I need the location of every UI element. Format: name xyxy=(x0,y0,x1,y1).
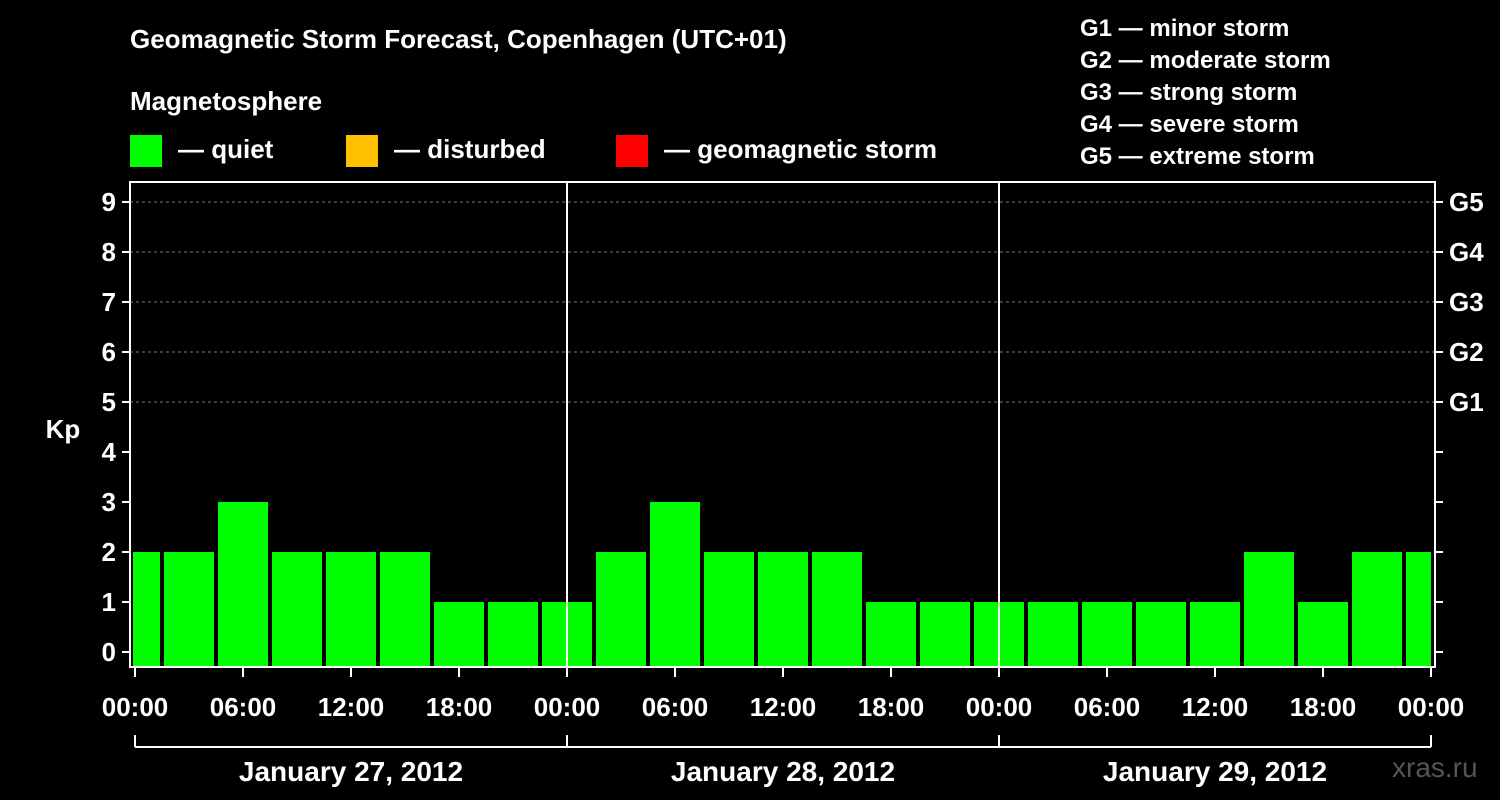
x-tick-label: 18:00 xyxy=(1290,692,1357,722)
bar xyxy=(1028,602,1078,667)
watermark: xras.ru xyxy=(1392,752,1478,783)
gridlines xyxy=(130,201,1435,403)
bar xyxy=(133,552,160,667)
g-scale-g5: G5 — extreme storm xyxy=(1080,143,1315,170)
bar xyxy=(1190,602,1240,667)
g-scale-g4: G4 — severe storm xyxy=(1080,111,1299,138)
legend-swatch-quiet xyxy=(130,135,162,167)
bar xyxy=(866,602,916,667)
x-tick-label: 00:00 xyxy=(1398,692,1465,722)
bar xyxy=(380,552,430,667)
x-tick-label: 12:00 xyxy=(1182,692,1249,722)
bar xyxy=(1298,602,1348,667)
g-level-label: G3 xyxy=(1449,287,1484,317)
x-tick-label: 18:00 xyxy=(858,692,925,722)
bar xyxy=(812,552,862,667)
g-level-label: G1 xyxy=(1449,387,1484,417)
x-tick-label: 06:00 xyxy=(1074,692,1141,722)
g-scale-g1: G1 — minor storm xyxy=(1080,15,1290,42)
x-tick-label: 12:00 xyxy=(750,692,817,722)
bars xyxy=(133,502,1431,667)
g-scale-g3: G3 — strong storm xyxy=(1080,79,1298,106)
chart-subtitle: Magnetosphere xyxy=(130,86,323,116)
g-level-label: G5 xyxy=(1449,187,1484,217)
bar xyxy=(272,552,322,667)
x-tick-label: 12:00 xyxy=(318,692,385,722)
y-tick-label: 5 xyxy=(102,387,116,417)
y-tick-label: 9 xyxy=(102,187,116,217)
x-tick-label: 18:00 xyxy=(426,692,493,722)
legend-swatch-disturbed xyxy=(346,135,378,167)
bar xyxy=(920,602,970,667)
x-tick-label: 06:00 xyxy=(642,692,709,722)
bar xyxy=(488,602,538,667)
bar xyxy=(434,602,484,667)
g-level-label: G4 xyxy=(1449,237,1484,267)
bar xyxy=(704,552,754,667)
bar xyxy=(1136,602,1186,667)
x-tick-label: 00:00 xyxy=(534,692,601,722)
day-label: January 29, 2012 xyxy=(1103,756,1327,787)
axes: 0 1 2 3 4 5 6 7 8 9 G1 G2 G3 G4 G5 00:00 06:00 12:00 18:00… xyxy=(102,187,1485,787)
y-tick-label: 3 xyxy=(102,487,116,517)
bar xyxy=(758,552,808,667)
g-scale-g2: G2 — moderate storm xyxy=(1080,47,1331,74)
bar xyxy=(596,552,646,667)
g-level-label: G2 xyxy=(1449,337,1484,367)
bar xyxy=(1082,602,1132,667)
bar xyxy=(164,552,214,667)
bar xyxy=(1352,552,1402,667)
bar xyxy=(326,552,376,667)
y-tick-label: 8 xyxy=(102,237,116,267)
y-tick-label: 2 xyxy=(102,537,116,567)
day-label: January 27, 2012 xyxy=(239,756,463,787)
x-tick-label: 06:00 xyxy=(210,692,277,722)
legend-label-quiet: — quiet xyxy=(178,134,274,164)
chart-title: Geomagnetic Storm Forecast, Copenhagen (… xyxy=(130,24,787,54)
bar xyxy=(218,502,268,667)
legend-label-storm: — geomagnetic storm xyxy=(664,134,938,164)
x-tick-label: 00:00 xyxy=(102,692,169,722)
legend-swatch-storm xyxy=(616,135,648,167)
y-tick-label: 4 xyxy=(102,437,117,467)
y-axis-label: Kp xyxy=(46,414,81,444)
legend-label-disturbed: — disturbed xyxy=(394,134,546,164)
bar xyxy=(650,502,700,667)
y-tick-label: 6 xyxy=(102,337,116,367)
bar xyxy=(1244,552,1294,667)
y-tick-label: 7 xyxy=(102,287,116,317)
y-tick-label: 0 xyxy=(102,637,116,667)
x-tick-label: 00:00 xyxy=(966,692,1033,722)
bar xyxy=(1406,552,1431,667)
y-tick-label: 1 xyxy=(102,587,116,617)
day-label: January 28, 2012 xyxy=(671,756,895,787)
